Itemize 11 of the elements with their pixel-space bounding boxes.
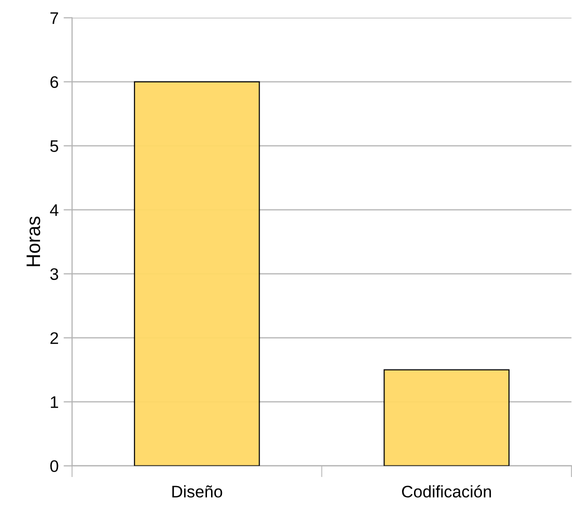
y-tick-label: 1 — [50, 396, 58, 408]
y-tick-label: 2 — [50, 332, 58, 344]
x-tick-label: Diseño — [172, 485, 222, 498]
x-tick-label: Codificación — [402, 485, 491, 498]
y-tick-label: 0 — [50, 460, 58, 472]
y-axis-title: Horas — [26, 216, 40, 266]
y-tick-label: 4 — [50, 204, 58, 216]
y-tick-label: 6 — [50, 76, 58, 88]
y-tick-label: 5 — [50, 140, 58, 152]
y-tick-label: 3 — [50, 268, 58, 280]
y-tick-label: 7 — [50, 12, 58, 24]
